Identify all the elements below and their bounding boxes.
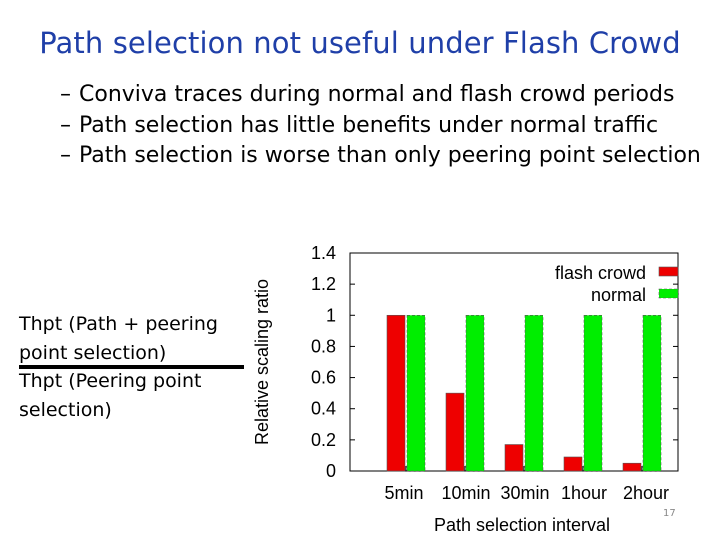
x-tick-label: 2hour — [623, 483, 669, 503]
bullet-dash: – — [60, 112, 71, 138]
y-tick-label: 1.4 — [311, 243, 336, 263]
y-tick-label: 0.8 — [311, 336, 336, 356]
bar-normal — [583, 314, 603, 472]
bar-flash-crowd — [445, 392, 465, 472]
bar-flash-crowd — [622, 462, 642, 472]
ratio-numerator: Thpt (Path + peering point selection) — [19, 313, 218, 364]
bullet-item: – Path selection has little benefits und… — [60, 111, 710, 142]
y-tick-label: 0.4 — [311, 399, 336, 419]
bullet-list: – Conviva traces during normal and flash… — [60, 80, 710, 172]
x-tick-label: 10min — [441, 483, 490, 503]
ratio-definition: Thpt (Path + peering point selection) Th… — [19, 310, 244, 424]
x-tick-label: 5min — [384, 483, 423, 503]
legend-swatch — [658, 266, 679, 277]
bar-flash-crowd — [504, 444, 524, 472]
bullet-text: Path selection has little benefits under… — [79, 112, 659, 138]
y-axis-label: Relative scaling ratio — [252, 279, 272, 445]
legend-swatch — [658, 288, 679, 299]
bullet-text: Path selection is worse than only peerin… — [79, 143, 701, 168]
bullet-item: – Path selection is worse than only peer… — [60, 141, 710, 172]
bullet-dash: – — [60, 82, 71, 107]
legend-label: normal — [591, 285, 646, 305]
y-tick-label: 1 — [326, 305, 336, 325]
x-tick-label: 30min — [500, 483, 549, 503]
x-axis-label: Path selection interval — [434, 515, 610, 535]
bar-normal — [524, 314, 544, 472]
y-axis-label-group: Relative scaling ratio — [252, 279, 272, 445]
bar-normal — [465, 314, 485, 472]
x-tick-label: 1hour — [561, 483, 607, 503]
bar-flash-crowd — [386, 314, 406, 472]
bullet-dash: – — [60, 143, 71, 168]
bar-flash-crowd — [563, 456, 583, 472]
page-number: 17 — [663, 508, 676, 519]
y-tick-label: 1.2 — [311, 274, 336, 294]
bar-chart: Relative scaling ratio 0 0.2 0.4 0.6 0.8 1 1.2… — [252, 243, 679, 535]
bar-normal — [642, 314, 662, 472]
x-tick-labels: 5min 10min 30min 1hour 2hour — [384, 483, 669, 503]
y-tick-labels: 0 0.2 0.4 0.6 0.8 1 1.2 1.4 — [311, 243, 678, 481]
y-tick-label: 0 — [326, 461, 336, 481]
fraction-divider — [19, 365, 244, 369]
legend-label: flash crowd — [555, 263, 646, 283]
slide-title: Path selection not useful under Flash Cr… — [39, 26, 681, 60]
y-tick-label: 0.2 — [311, 430, 336, 450]
y-tick-label: 0.6 — [311, 368, 336, 388]
bars — [386, 314, 662, 472]
bullet-text: Conviva traces during normal and flash c… — [79, 82, 675, 107]
bar-normal — [406, 314, 426, 472]
bullet-item: – Conviva traces during normal and flash… — [60, 80, 710, 111]
ratio-denominator: Thpt (Peering point selection) — [19, 370, 202, 421]
